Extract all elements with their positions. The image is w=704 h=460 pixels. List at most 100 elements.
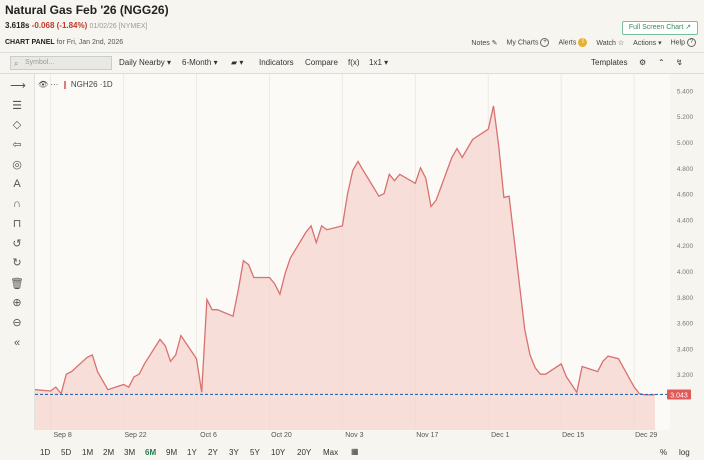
last-price-label: 3.043 <box>670 392 688 399</box>
function-button[interactable]: f(x) <box>348 58 360 67</box>
settings-icon[interactable]: ⚙ <box>639 58 647 67</box>
x-tick-label: Sep 22 <box>124 432 146 439</box>
collapse-sidebar-icon[interactable]: « <box>13 337 21 349</box>
y-tick-label: 4.400 <box>677 217 694 224</box>
alert-icon: ! <box>578 38 588 47</box>
timeframe-2m[interactable]: 2M <box>103 448 115 457</box>
chart-panel-label: CHART PANEL for Fri, Jan 2nd, 2026 <box>5 39 123 46</box>
y-tick-label: 5.200 <box>677 114 694 121</box>
notes-link[interactable]: Notes ✎ <box>471 39 497 47</box>
y-tick-label: 3.800 <box>677 295 694 302</box>
help-link[interactable]: Help? <box>671 38 696 47</box>
x-tick-label: Nov 17 <box>416 432 438 439</box>
chart-toolbar <box>0 52 704 74</box>
period-dropdown[interactable]: 6-Month ▾ <box>182 58 218 67</box>
help-icon: ? <box>687 38 696 47</box>
symbol-search-input[interactable]: ⌕ Symbol... <box>10 56 112 70</box>
zoom-in-icon[interactable]: ⊕ <box>12 297 22 309</box>
timeframe-20y[interactable]: 20Y <box>297 448 312 457</box>
drawing-tools-sidebar: ⟶ ☰ ◇ ⇦ ◎ A ∩ ⊓ ↺ ↻ 🗑 ⊕ ⊖ « <box>0 74 34 444</box>
my-charts-link[interactable]: My Charts + <box>507 38 550 47</box>
star-icon: ☆ <box>617 39 625 47</box>
zoom-out-icon[interactable]: ⊖ <box>12 317 22 329</box>
chart-type-caret: ▾ <box>239 58 244 67</box>
legend-menu[interactable]: ··· <box>50 80 59 89</box>
x-tick-label: Dec 1 <box>491 432 509 439</box>
calendar-icon[interactable]: ▦ <box>351 447 359 456</box>
legend-symbol: NGH26 <box>70 80 98 89</box>
collapse-up-icon[interactable]: ⌃ <box>658 58 665 67</box>
plus-circle-icon: + <box>540 38 550 47</box>
timeframe-1d[interactable]: 1D <box>40 448 51 457</box>
y-tick-label: 5.400 <box>677 88 694 95</box>
series-line <box>35 105 655 396</box>
undo-icon[interactable]: ↺ <box>12 238 22 250</box>
timeframe-1y[interactable]: 1Y <box>187 448 197 457</box>
y-tick-label: 4.800 <box>677 166 694 173</box>
x-tick-label: Dec 29 <box>635 432 657 439</box>
help-label: Help <box>670 39 685 47</box>
quote-date: 01/02/26 [NYMEX] <box>89 23 148 30</box>
y-tick-label: 5.000 <box>677 140 694 147</box>
y-tick-label: 3.600 <box>677 321 694 328</box>
timeframe-6m[interactable]: 6M <box>145 448 157 457</box>
trash-icon[interactable]: 🗑 <box>10 278 24 290</box>
watch-link[interactable]: Watch ☆ <box>596 39 624 47</box>
timeframe-3y[interactable]: 3Y <box>229 448 239 457</box>
symbol-placeholder: Symbol... <box>25 59 55 66</box>
series-area <box>35 105 655 431</box>
timeframe-5d[interactable]: 5D <box>61 448 72 457</box>
watch-label: Watch <box>596 39 616 47</box>
percent-toggle[interactable]: % <box>660 448 668 457</box>
y-tick-label: 3.400 <box>677 346 694 353</box>
last-price-badge <box>667 389 691 400</box>
compare-button[interactable]: Compare <box>305 58 338 67</box>
timeframe-10y[interactable]: 10Y <box>271 448 286 457</box>
shape-tool-icon[interactable]: ◇ <box>12 119 22 131</box>
quote-line: 3.618s -0.068 (-1.84%) 01/02/26 [NYMEX] <box>5 21 148 30</box>
layout-dropdown[interactable]: 1x1 ▾ <box>369 58 389 67</box>
templates-button[interactable]: Templates <box>591 58 628 67</box>
my-charts-label: My Charts <box>506 39 539 47</box>
x-tick-label: Oct 6 <box>200 432 217 439</box>
eye-icon[interactable]: 👁 <box>38 80 49 89</box>
top-links: Notes ✎ My Charts + Alerts! Watch ☆ Actio… <box>471 38 696 47</box>
fib-tool-icon[interactable]: ☰ <box>12 100 22 112</box>
timeframe-5y[interactable]: 5Y <box>250 448 260 457</box>
panel-title: CHART PANEL <box>5 39 55 46</box>
x-tick-label: Sep 8 <box>53 432 71 439</box>
alerts-label: Alerts <box>558 39 577 47</box>
x-tick-label: Oct 20 <box>271 432 292 439</box>
full-screen-chart-button[interactable]: Full Screen Chart ↗ <box>622 21 698 35</box>
log-toggle[interactable]: log <box>679 448 690 457</box>
timeframe-1m[interactable]: 1M <box>82 448 94 457</box>
actions-menu[interactable]: Actions ▾ <box>633 39 662 47</box>
crosshair-icon[interactable]: ↯ <box>676 58 683 67</box>
measure-tool-icon[interactable]: ◎ <box>12 159 22 171</box>
chart-area[interactable]: 3.043 3.200 3.400 3.600 3.800 4.000 4.200 4.400… <box>34 74 694 439</box>
arrow-tool-icon[interactable]: ⇦ <box>12 139 22 151</box>
timeframe-max[interactable]: Max <box>323 448 339 457</box>
timeframe-2y[interactable]: 2Y <box>208 448 218 457</box>
magnet-icon[interactable]: ∩ <box>13 198 21 210</box>
edit-icon: ✎ <box>491 39 498 47</box>
indicators-button[interactable]: Indicators <box>259 58 294 67</box>
redo-icon[interactable]: ↻ <box>12 257 22 269</box>
daily-nearby-dropdown[interactable]: Daily Nearby ▾ <box>119 58 172 67</box>
timeframe-3m[interactable]: 3M <box>124 448 136 457</box>
line-tool-icon[interactable]: ⟶ <box>10 80 26 92</box>
chart-type-dropdown[interactable]: ▰ ▾ <box>231 58 243 67</box>
lock-icon[interactable]: ⊓ <box>12 218 22 230</box>
last-price: 3.618s <box>5 21 30 30</box>
x-tick-label: Dec 15 <box>562 432 584 439</box>
y-tick-label: 3.200 <box>677 372 694 379</box>
search-icon: ⌕ <box>14 59 19 68</box>
timeframe-9m[interactable]: 9M <box>166 448 178 457</box>
price-chart: 3.043 3.200 3.400 3.600 3.800 4.000 4.200 4.400… <box>35 74 694 439</box>
notes-label: Notes <box>471 39 490 47</box>
series-swatch <box>63 80 66 89</box>
alerts-link[interactable]: Alerts! <box>558 38 588 47</box>
timeframe-bar: 1D 5D 1M 2M 3M 6M 9M 1Y 2Y 3Y 5Y 10Y 20Y Max ▦% log <box>34 444 704 460</box>
text-tool-icon[interactable]: A <box>13 178 21 190</box>
